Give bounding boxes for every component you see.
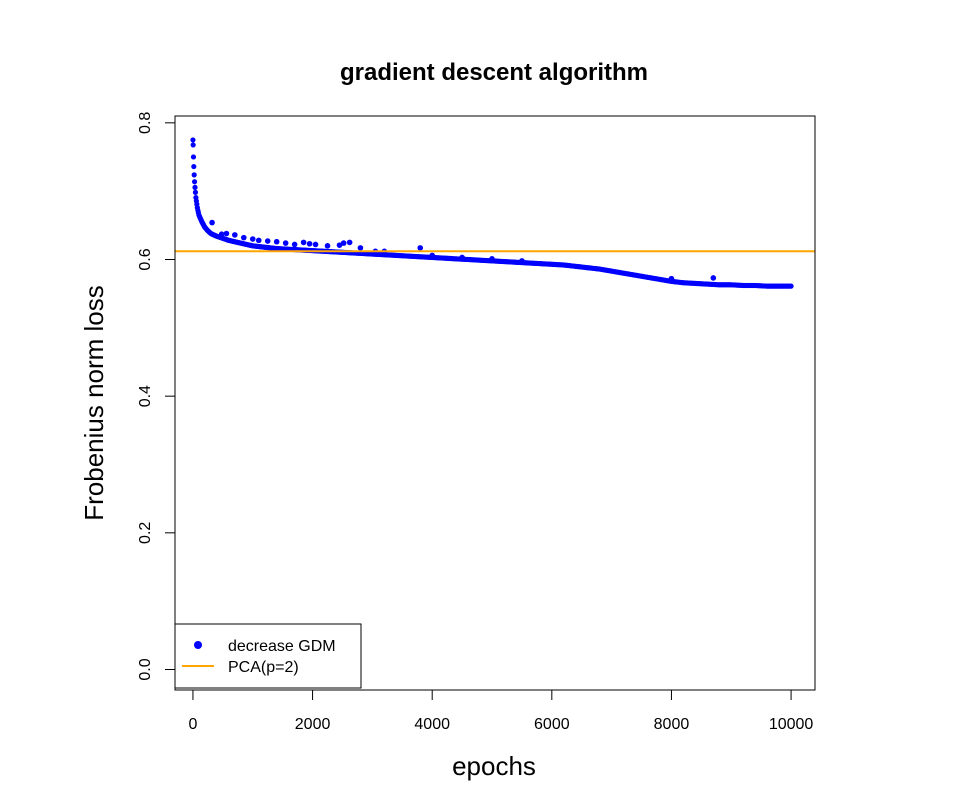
chart-title: gradient descent algorithm [340, 59, 648, 86]
gdm-point [190, 142, 196, 148]
x-tick-label: 8000 [654, 716, 690, 733]
y-tick-label: 0.0 [137, 658, 154, 680]
gdm-point [346, 239, 353, 246]
gdm-point [668, 275, 675, 282]
gdm-point [710, 275, 717, 281]
gdm-point [192, 184, 198, 190]
y-tick-label: 0.6 [137, 248, 154, 270]
gdm-point [249, 236, 256, 242]
gdm-point [223, 230, 230, 237]
gdm-point [209, 219, 215, 226]
gdm-point [788, 283, 794, 289]
x-tick-label: 10000 [769, 716, 814, 733]
gdm-point [519, 258, 525, 264]
gdm-point [232, 232, 238, 238]
legend-box [174, 623, 362, 689]
gdm-point [417, 245, 424, 251]
gdm-point [336, 242, 343, 248]
gdm-point [191, 179, 198, 185]
gdm-point [190, 154, 197, 160]
y-tick-label: 0.2 [137, 522, 154, 544]
gdm-point [191, 163, 197, 170]
x-axis: 0 2000 4000 6000 8000 10000 [188, 689, 814, 733]
y-tick-label: 0.4 [137, 385, 154, 407]
y-tick-label: 0.8 [137, 112, 154, 134]
plot-frame [174, 115, 816, 691]
y-axis: 0.0 0.2 0.4 0.6 0.8 [137, 112, 176, 681]
gdm-point [190, 137, 196, 143]
x-tick-label: 2000 [295, 716, 331, 733]
legend: decrease GDM PCA(p=2) [174, 623, 362, 689]
gdm-point [192, 189, 199, 195]
gdm-point [429, 252, 435, 259]
gdm-point [340, 240, 347, 246]
x-tick-label: 0 [188, 716, 197, 733]
y-axis-label: Frobenius norm loss [79, 285, 109, 521]
gdm-point [264, 238, 271, 244]
x-axis-label: epochs [452, 751, 536, 781]
gdm-point [282, 240, 289, 246]
gdm-point [357, 245, 364, 251]
legend-pca-label: PCA(p=2) [228, 659, 299, 676]
gdm-point [255, 237, 262, 244]
gdm-point [218, 231, 225, 238]
gdm-point [273, 238, 280, 245]
legend-gdm-label: decrease GDM [228, 638, 336, 655]
gdm-point [489, 256, 495, 262]
x-tick-label: 6000 [534, 716, 570, 733]
legend-gdm-marker [194, 641, 202, 649]
gdm-point [324, 243, 331, 249]
gdm-point [306, 240, 313, 247]
gdm-point [459, 254, 465, 261]
gdm-point [191, 172, 197, 178]
gdm-point [312, 241, 319, 248]
plot-area [175, 137, 815, 289]
gdm-point [291, 241, 298, 248]
x-tick-label: 4000 [414, 716, 450, 733]
gdm-point [300, 239, 307, 246]
gdm-point [240, 234, 247, 241]
